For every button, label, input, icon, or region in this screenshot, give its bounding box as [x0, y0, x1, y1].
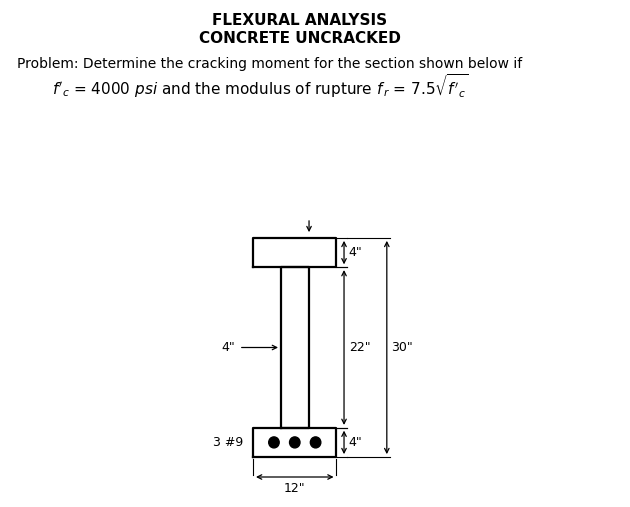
Text: 4": 4": [349, 436, 362, 449]
Text: FLEXURAL ANALYSIS: FLEXURAL ANALYSIS: [212, 13, 387, 27]
Text: 22": 22": [349, 341, 370, 354]
Text: 4": 4": [349, 246, 362, 259]
Circle shape: [290, 437, 300, 448]
Circle shape: [269, 437, 279, 448]
Text: 3 #9: 3 #9: [214, 436, 244, 449]
Text: $f'_c$ = 4000 $psi$ and the modulus of rupture $f_{\,r}$ = 7.5$\sqrt{f'_c}$: $f'_c$ = 4000 $psi$ and the modulus of r…: [52, 73, 469, 100]
Text: 4": 4": [221, 341, 235, 354]
Text: 30": 30": [392, 341, 413, 354]
Circle shape: [311, 437, 321, 448]
Text: 12": 12": [284, 482, 306, 495]
Text: Problem: Determine the cracking moment for the section shown below if: Problem: Determine the cracking moment f…: [17, 57, 522, 71]
Text: CONCRETE UNCRACKED: CONCRETE UNCRACKED: [198, 30, 401, 46]
